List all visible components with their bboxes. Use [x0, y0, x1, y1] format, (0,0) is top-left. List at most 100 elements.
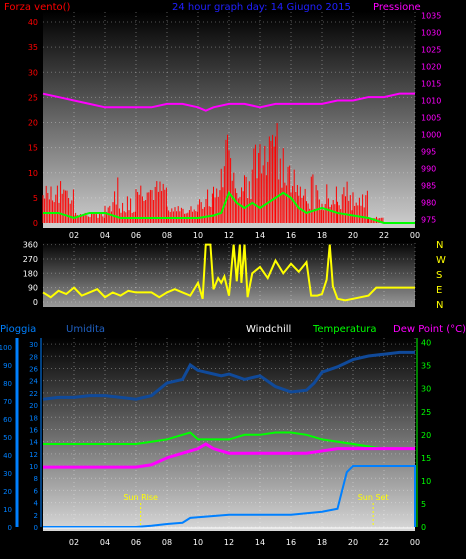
axis-layer: 0510152025303540975980985990995100010051… — [0, 11, 446, 547]
pressure-tick-label: 1035 — [421, 11, 441, 20]
wind-tick-label: 35 — [28, 43, 38, 52]
pressure-tick-label: 1015 — [421, 79, 441, 88]
temperature-line — [43, 431, 415, 450]
panel-rain-temp-bg — [43, 338, 415, 531]
pressure-tick-label: 985 — [421, 182, 436, 191]
x-tick-label: 00 — [410, 231, 420, 240]
rain-tick-label: 30 — [3, 470, 12, 478]
humidity-tick-label: 22 — [29, 390, 38, 398]
rain-tick-label: 20 — [3, 488, 12, 496]
temperature-tick-label: 10 — [421, 477, 431, 486]
compass-label: N — [436, 240, 443, 251]
wind-tick-label: 10 — [28, 169, 38, 178]
rain-tick-label: 60 — [3, 416, 12, 424]
rain-tick-label: 80 — [3, 380, 12, 388]
humidity-tick-label: 28 — [29, 353, 38, 361]
temperature-tick-label: 25 — [421, 408, 431, 417]
x-tick-label: 10 — [193, 538, 203, 547]
rain-tick-label: 90 — [3, 362, 12, 370]
x-tick-label: 18 — [317, 231, 327, 240]
compass-label: N — [436, 300, 443, 311]
x-tick-label: 06 — [131, 231, 141, 240]
wind-tick-label: 5 — [33, 194, 38, 203]
temperature-tick-label: 5 — [421, 500, 426, 509]
x-tick-label: 22 — [379, 231, 389, 240]
direction-tick-label: 0 — [33, 298, 38, 307]
rain-axis-label: Pioggia — [0, 324, 36, 335]
compass-label: W — [436, 255, 446, 266]
humidity-tick-label: 18 — [29, 414, 38, 422]
chart-title: 24 hour graph day: 14 Giugno 2015 — [172, 2, 351, 13]
x-tick-label: 08 — [162, 231, 172, 240]
x-tick-label: 02 — [69, 538, 79, 547]
pressure-tick-label: 1005 — [421, 114, 441, 123]
temperature-tick-label: 0 — [421, 523, 426, 532]
pressure-tick-label: 1025 — [421, 45, 441, 54]
sunrise-label: Sun Rise — [123, 493, 158, 502]
humidity-tick-label: 6 — [34, 487, 39, 495]
rain-tick-label: 10 — [3, 506, 12, 514]
direction-tick-label: 180 — [23, 269, 38, 278]
humidity-tick-label: 2 — [34, 512, 38, 520]
x-tick-label: 06 — [131, 538, 141, 547]
humidity-tick-label: 30 — [29, 341, 38, 349]
series-layer: Sun Rise Sun Set — [42, 92, 416, 528]
direction-tick-label: 270 — [23, 255, 38, 264]
windchill-legend: Windchill — [246, 324, 291, 335]
direction-tick-label: 360 — [23, 241, 38, 250]
wind-tick-label: 0 — [33, 219, 38, 228]
temperature-tick-label: 30 — [421, 385, 431, 394]
wind-tick-label: 20 — [28, 119, 38, 128]
rain-tick-label: 0 — [8, 524, 12, 532]
humidity-tick-label: 0 — [34, 524, 38, 532]
humidity-tick-label: 24 — [29, 378, 38, 386]
x-tick-label: 04 — [100, 538, 110, 547]
rain-tick-label: 40 — [3, 452, 12, 460]
pressure-tick-label: 975 — [421, 216, 436, 225]
humidity-tick-label: 12 — [29, 451, 38, 459]
wind-tick-label: 30 — [28, 68, 38, 77]
wind-tick-label: 40 — [28, 18, 38, 27]
temperature-tick-label: 40 — [421, 339, 431, 348]
pressure-tick-label: 1030 — [421, 28, 441, 37]
x-tick-label: 20 — [348, 538, 358, 547]
x-tick-label: 14 — [255, 538, 265, 547]
direction-line — [42, 243, 415, 302]
pressure-tick-label: 980 — [421, 199, 436, 208]
x-tick-label: 14 — [255, 231, 265, 240]
compass-label: S — [436, 270, 442, 281]
compass-label: E — [436, 285, 442, 296]
wind-axis-label: Forza vento() — [4, 2, 71, 13]
rain-tick-label: 100 — [0, 344, 12, 352]
rain-line — [43, 465, 416, 528]
x-tick-label: 08 — [162, 538, 172, 547]
pressure-tick-label: 1010 — [421, 96, 441, 105]
temperature-tick-label: 20 — [421, 431, 431, 440]
temperature-tick-label: 35 — [421, 362, 431, 371]
x-tick-label: 16 — [286, 231, 296, 240]
x-tick-label: 18 — [317, 538, 327, 547]
pressure-tick-label: 1020 — [421, 62, 441, 71]
humidity-tick-label: 14 — [29, 439, 38, 447]
humidity-tick-label: 4 — [34, 500, 39, 508]
pressure-tick-label: 1000 — [421, 131, 441, 140]
x-tick-label: 22 — [379, 538, 389, 547]
humidity-tick-label: 20 — [29, 402, 38, 410]
humidity-line — [42, 350, 415, 401]
x-tick-label: 20 — [348, 231, 358, 240]
pressure-axis-label: Pressione — [373, 2, 421, 13]
temperature-tick-label: 15 — [421, 454, 431, 463]
x-tick-label: 10 — [193, 231, 203, 240]
sunset-label: Sun Set — [358, 493, 389, 502]
rain-tick-label: 50 — [3, 434, 12, 442]
x-tick-label: 12 — [224, 231, 234, 240]
humidity-tick-label: 26 — [29, 365, 38, 373]
humidity-tick-label: 8 — [34, 475, 38, 483]
x-tick-label: 02 — [69, 231, 79, 240]
direction-tick-label: 90 — [28, 284, 38, 293]
x-tick-label: 00 — [410, 538, 420, 547]
x-tick-label: 16 — [286, 538, 296, 547]
humidity-tick-label: 16 — [29, 426, 38, 434]
